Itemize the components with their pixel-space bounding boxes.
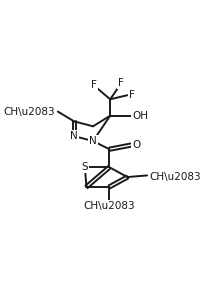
Text: CH\u2083: CH\u2083 xyxy=(4,106,55,117)
Text: S: S xyxy=(81,162,88,172)
Text: F: F xyxy=(128,90,134,100)
Text: CH\u2083: CH\u2083 xyxy=(83,201,135,211)
Text: N: N xyxy=(89,136,96,146)
Text: F: F xyxy=(90,80,96,90)
Text: CH\u2083: CH\u2083 xyxy=(149,172,200,182)
Text: OH: OH xyxy=(132,111,148,121)
Text: O: O xyxy=(131,140,140,150)
Text: N: N xyxy=(70,131,78,141)
Text: F: F xyxy=(117,78,123,88)
